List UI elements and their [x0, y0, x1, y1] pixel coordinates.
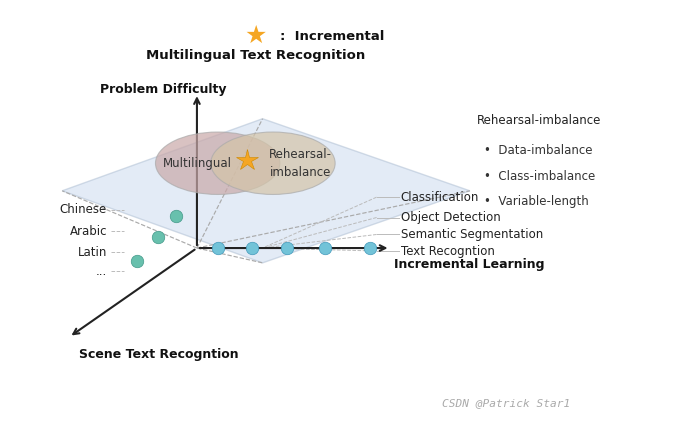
Text: Incremental Learning: Incremental Learning — [394, 258, 545, 271]
Text: Problem Difficulty: Problem Difficulty — [100, 83, 227, 95]
Polygon shape — [62, 119, 470, 263]
Text: Scene Text Recogntion: Scene Text Recogntion — [79, 348, 239, 360]
Text: Text Recogntion: Text Recogntion — [401, 245, 495, 257]
Text: :  Incremental: : Incremental — [280, 30, 384, 42]
Ellipse shape — [155, 132, 280, 195]
Text: •  Variable-length: • Variable-length — [484, 195, 589, 208]
Text: Chinese: Chinese — [60, 204, 107, 216]
Text: Arabic: Arabic — [70, 225, 107, 237]
Ellipse shape — [211, 132, 335, 195]
Text: •  Class-imbalance: • Class-imbalance — [484, 170, 595, 183]
Text: Object Detection: Object Detection — [401, 211, 500, 224]
Text: ...: ... — [96, 265, 107, 278]
Text: Classification: Classification — [401, 191, 479, 204]
Text: Latin: Latin — [77, 246, 107, 259]
Text: Multilingual: Multilingual — [162, 157, 231, 170]
Text: Rehearsal-imbalance: Rehearsal-imbalance — [477, 114, 601, 128]
Text: ★: ★ — [245, 24, 267, 48]
Text: Multilingual Text Recognition: Multilingual Text Recognition — [146, 50, 366, 62]
Text: CSDN @Patrick Star1: CSDN @Patrick Star1 — [442, 398, 571, 408]
Text: Semantic Segmentation: Semantic Segmentation — [401, 228, 543, 241]
Text: •  Data-imbalance: • Data-imbalance — [484, 144, 592, 157]
Text: Rehearsal-
imbalance: Rehearsal- imbalance — [269, 148, 332, 179]
